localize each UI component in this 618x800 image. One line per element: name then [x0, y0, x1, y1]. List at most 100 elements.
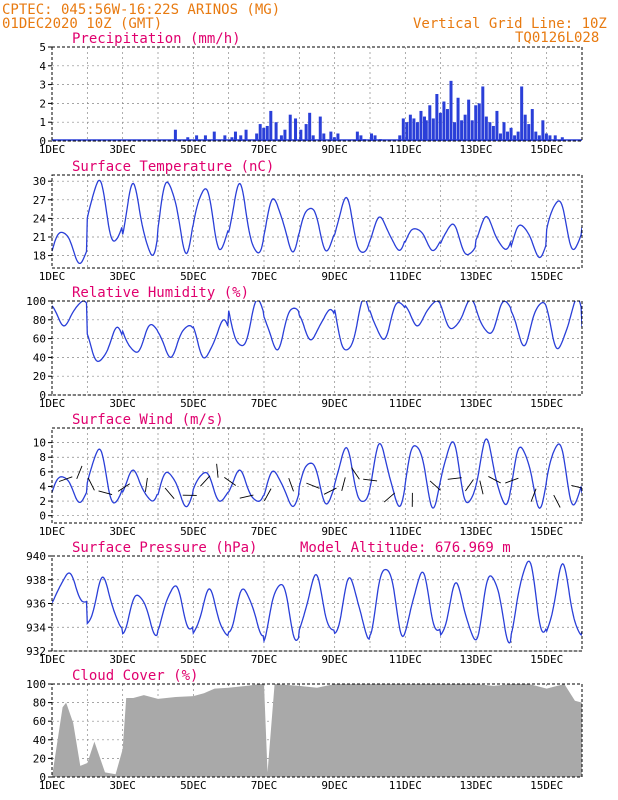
station-label: CPTEC: 045:56W-16:22S ARINOS (MG) — [2, 2, 280, 18]
model-code: TQ0126L028 — [515, 30, 599, 46]
wind-arrow — [429, 480, 441, 491]
x-tick-label: 15DEC — [530, 397, 563, 410]
panel-title: Surface Wind (m/s) — [72, 412, 224, 428]
precip-bar — [332, 137, 336, 141]
y-tick-label: 24 — [33, 212, 47, 225]
precip-bar — [495, 110, 499, 141]
precip-bar — [294, 118, 298, 141]
panels: 0 1 2 3 4 5 1DEC 3DEC 5DEC 7DEC 9DEC 11DEC 13DEC 15DE… — [26, 31, 583, 792]
x-tick-label: 7DEC — [251, 779, 278, 792]
precip-bar — [477, 103, 481, 141]
y-tick-label: 6 — [39, 466, 46, 479]
x-tick-label: 15DEC — [530, 779, 563, 792]
x-tick-label: 5DEC — [180, 779, 207, 792]
grid-note: Vertical Grid Line: 10Z — [413, 16, 607, 32]
wind-arrow — [530, 488, 537, 502]
x-tick-label: 11DEC — [389, 397, 422, 410]
y-tick-label: 940 — [26, 550, 46, 563]
precip-bar — [516, 131, 520, 141]
precip-bar — [544, 133, 548, 141]
precip-bar — [502, 122, 506, 141]
x-tick-label: 15DEC — [530, 270, 563, 283]
precip-bar — [560, 137, 564, 141]
x-tick-label: 3DEC — [109, 779, 136, 792]
wind-arrow — [239, 494, 254, 499]
y-tick-label: 936 — [26, 598, 46, 611]
y-tick-label: 80 — [33, 697, 46, 710]
x-tick-label: 1DEC — [39, 525, 66, 538]
precip-bar — [453, 122, 457, 141]
y-tick-label: 0 — [39, 510, 46, 523]
y-tick-label: 40 — [33, 734, 46, 747]
y-tick-label: 4 — [39, 480, 46, 493]
x-tick-label: 9DEC — [321, 779, 348, 792]
x-tick-label: 1DEC — [39, 653, 66, 666]
wind-arrow — [488, 476, 501, 484]
precip-bar — [299, 129, 303, 141]
wind-arrow — [216, 463, 219, 478]
x-tick-label: 15DEC — [530, 525, 563, 538]
precip-bar — [530, 109, 534, 141]
x-tick-label: 7DEC — [251, 525, 278, 538]
x-tick-label: 3DEC — [109, 143, 136, 156]
x-tick-label: 5DEC — [180, 397, 207, 410]
x-tick-label: 9DEC — [321, 270, 348, 283]
precip-bar — [322, 133, 326, 141]
y-tick-label: 30 — [33, 175, 46, 188]
precip-bar — [203, 135, 207, 141]
x-tick-label: 15DEC — [530, 653, 563, 666]
x-tick-label: 7DEC — [251, 270, 278, 283]
panel-5: 0 20 40 60 80 100 1DEC 3DEC 5DEC 7DEC 9DEC 11DEC 13D… — [26, 668, 583, 792]
wind-arrow — [341, 477, 346, 492]
precip-bar — [370, 133, 373, 141]
y-tick-label: 938 — [26, 574, 46, 587]
panel-2: 0 20 40 60 80 100 1DEC 3DEC 5DEC 7DEC 9DEC 11DEC 13D… — [26, 285, 583, 410]
panel-frame — [51, 683, 583, 778]
precip-bar — [537, 135, 541, 141]
y-tick-label: 4 — [39, 60, 46, 73]
precip-bar — [173, 129, 177, 141]
y-tick-label: 2 — [39, 495, 46, 508]
panel-frame — [51, 427, 583, 524]
page-header: CPTEC: 045:56W-16:22S ARINOS (MG) 01DEC2… — [2, 2, 607, 46]
x-tick-label: 13DEC — [459, 397, 492, 410]
precip-bar — [488, 122, 492, 141]
precip-bar — [424, 120, 428, 141]
x-tick-label: 13DEC — [459, 779, 492, 792]
y-tick-label: 20 — [33, 370, 46, 383]
precip-bar — [428, 105, 432, 141]
x-tick-label: 3DEC — [109, 653, 136, 666]
precip-bar — [408, 114, 412, 141]
x-tick-label: 5DEC — [180, 653, 207, 666]
precip-bar — [506, 131, 510, 141]
wind-arrow — [224, 477, 236, 486]
panel-frame — [51, 300, 583, 396]
wind-arrow — [76, 465, 83, 480]
precip-bar — [239, 135, 243, 141]
series-line — [52, 179, 582, 265]
wind-arrow — [164, 487, 175, 499]
wind-arrow — [465, 479, 474, 492]
x-tick-label: 3DEC — [109, 397, 136, 410]
x-tick-label: 9DEC — [321, 525, 348, 538]
y-tick-label: 0 — [39, 135, 46, 148]
run-date: 01DEC2020 10Z (GMT) — [2, 16, 162, 32]
plot-area — [52, 684, 582, 777]
precip-bar — [186, 137, 190, 141]
precip-bar — [470, 120, 474, 141]
precip-bar — [449, 80, 453, 141]
precip-bar — [442, 101, 446, 141]
wind-arrow — [571, 484, 582, 489]
wind-arrow — [117, 483, 130, 492]
x-tick-label: 9DEC — [321, 397, 348, 410]
precip-bar — [355, 131, 359, 141]
x-tick-label: 9DEC — [321, 143, 348, 156]
precip-bar — [401, 118, 405, 141]
plot-area — [52, 438, 582, 509]
precip-bar — [463, 114, 467, 141]
precip-bar — [195, 135, 199, 141]
x-tick-label: 11DEC — [389, 143, 422, 156]
x-tick-label: 1DEC — [39, 270, 66, 283]
y-tick-label: 0 — [39, 771, 46, 784]
